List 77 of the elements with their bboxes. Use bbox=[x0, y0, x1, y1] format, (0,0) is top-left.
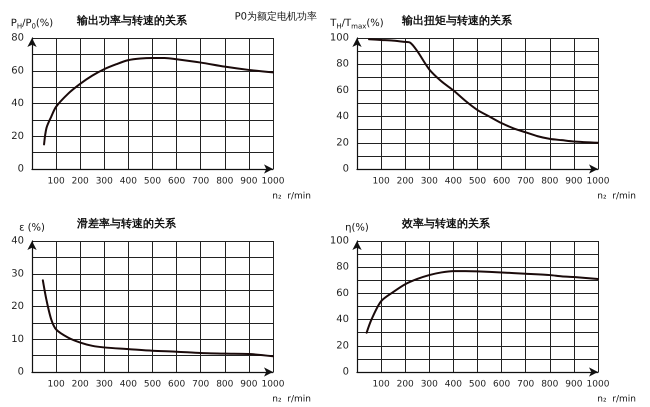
x-tick-label: 1000 bbox=[262, 380, 285, 390]
x-tick-label: 300 bbox=[96, 380, 114, 390]
y-tick-label: 20 bbox=[336, 340, 349, 352]
x-tick-label: 900 bbox=[240, 380, 258, 390]
y-tick-label: 20 bbox=[11, 301, 24, 312]
y-tick-label: 40 bbox=[336, 111, 349, 122]
line-series bbox=[42, 279, 274, 358]
x-axis-title: n₂ r/min bbox=[597, 192, 636, 202]
x-tick-label: 1000 bbox=[586, 176, 610, 186]
x-tick-label: 1000 bbox=[262, 176, 285, 186]
x-tick-label: 800 bbox=[541, 380, 559, 390]
x-tick-label: 800 bbox=[216, 380, 234, 390]
x-tick-label: 600 bbox=[168, 176, 186, 186]
x-tick-label: 900 bbox=[240, 176, 258, 186]
y-tick-label: 20 bbox=[11, 130, 24, 142]
x-tick-label: 700 bbox=[192, 380, 210, 390]
x-tick-label: 800 bbox=[216, 176, 234, 186]
y-tick-label: 40 bbox=[11, 236, 24, 246]
x-tick-label: 900 bbox=[565, 176, 583, 186]
x-tick-label: 1000 bbox=[586, 380, 610, 390]
y-tick-label: 100 bbox=[330, 236, 349, 246]
y-tick-label: 20 bbox=[336, 137, 349, 148]
line-series bbox=[366, 270, 599, 334]
y-tick-label: 80 bbox=[336, 262, 349, 273]
y-tick-label: 80 bbox=[336, 58, 349, 70]
y-tick-label: 0 bbox=[342, 366, 349, 378]
x-tick-label: 600 bbox=[493, 380, 510, 390]
y-tick-label: 0 bbox=[18, 366, 24, 378]
line-series bbox=[368, 38, 599, 144]
y-tick-label: 100 bbox=[330, 32, 349, 44]
y-tick-label: 60 bbox=[336, 84, 349, 96]
y-tick-label: 80 bbox=[11, 32, 24, 44]
y-tick-label: 0 bbox=[18, 164, 24, 174]
y-tick-label: 10 bbox=[11, 334, 24, 345]
x-tick-label: 200 bbox=[396, 380, 414, 390]
x-tick-label: 500 bbox=[468, 176, 486, 186]
x-tick-label: 400 bbox=[444, 176, 462, 186]
x-tick-label: 400 bbox=[120, 380, 138, 390]
x-tick-label: 200 bbox=[72, 176, 90, 186]
y-axis-title: η(%) bbox=[345, 222, 369, 234]
text: P0为额定电机功率 bbox=[234, 10, 318, 22]
x-tick-label: 500 bbox=[468, 380, 486, 390]
x-tick-label: 300 bbox=[420, 380, 438, 390]
x-tick-label: 300 bbox=[96, 176, 114, 186]
x-tick-label: 900 bbox=[565, 380, 583, 390]
x-tick-label: 800 bbox=[541, 176, 559, 186]
y-tick-label: 30 bbox=[11, 268, 24, 280]
x-tick-label: 600 bbox=[168, 380, 186, 390]
chart-title: 效率与转速的关系 bbox=[401, 217, 491, 230]
line-series bbox=[43, 56, 274, 146]
x-axis-title: n₂ r/min bbox=[597, 394, 636, 404]
y-tick-label: 40 bbox=[336, 314, 349, 326]
y-axis-title: ε (%) bbox=[19, 222, 46, 234]
y-tick-label: 40 bbox=[11, 98, 24, 109]
x-tick-label: 100 bbox=[372, 176, 390, 186]
x-tick-label: 100 bbox=[372, 380, 390, 390]
x-tick-label: 500 bbox=[144, 176, 162, 186]
x-tick-label: 700 bbox=[192, 176, 210, 186]
x-tick-label: 300 bbox=[420, 176, 438, 186]
x-tick-label: 400 bbox=[444, 380, 462, 390]
chart-title: 输出扭矩与转速的关系 bbox=[401, 14, 513, 27]
x-tick-label: 700 bbox=[517, 176, 535, 186]
x-axis-title: n₂ r/min bbox=[272, 192, 312, 202]
chart-title: 输出功率与转速的关系 bbox=[76, 14, 188, 27]
x-axis-title: n₂ r/min bbox=[272, 394, 312, 404]
x-tick-label: 200 bbox=[396, 176, 414, 186]
y-tick-label: 60 bbox=[336, 288, 349, 299]
y-tick-label: 0 bbox=[342, 164, 349, 174]
x-tick-label: 700 bbox=[517, 380, 535, 390]
x-tick-label: 100 bbox=[48, 176, 65, 186]
x-tick-label: 500 bbox=[144, 380, 162, 390]
chart-title: 滑差率与转速的关系 bbox=[76, 217, 177, 230]
y-tick-label: 60 bbox=[11, 65, 24, 76]
x-tick-label: 100 bbox=[48, 380, 65, 390]
x-tick-label: 600 bbox=[493, 176, 510, 186]
x-tick-label: 200 bbox=[72, 380, 90, 390]
x-tick-label: 400 bbox=[120, 176, 138, 186]
